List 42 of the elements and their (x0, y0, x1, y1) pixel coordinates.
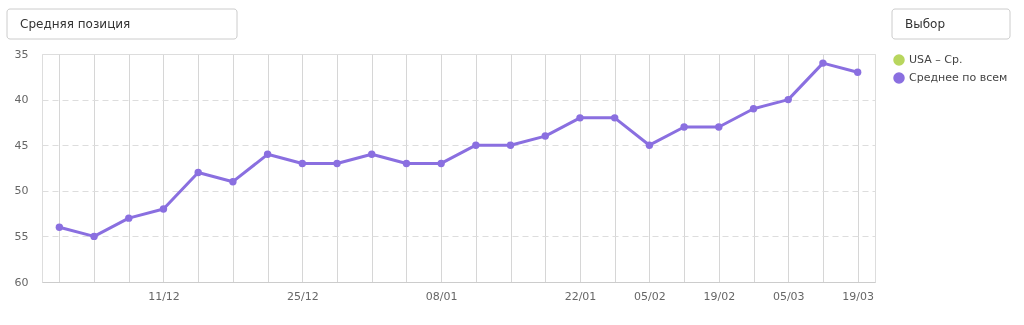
x-tick-label: 05/02 (634, 289, 666, 303)
point (159, 205, 168, 213)
text: Средняя позиция (20, 17, 131, 31)
point (576, 114, 584, 122)
legend-label: Среднее по всем (909, 71, 1008, 84)
x-tick-label: 25/12 (286, 289, 319, 303)
point (784, 95, 792, 104)
point (437, 159, 445, 168)
text: Выбор (905, 17, 946, 31)
point (749, 105, 758, 113)
point (506, 141, 515, 149)
point (55, 223, 64, 231)
point (645, 141, 654, 149)
point (610, 114, 619, 122)
x-tick-label: 11/12 (148, 289, 180, 303)
point (472, 141, 480, 149)
point (194, 168, 202, 177)
legend-label: USA – Ср. (909, 53, 963, 66)
point (90, 232, 98, 241)
x-tick-label: 08/01 (425, 289, 458, 303)
point (853, 68, 862, 76)
point (298, 159, 307, 168)
y-tick-label: 55 (14, 229, 29, 243)
point (541, 132, 549, 140)
point (402, 159, 411, 168)
point (819, 59, 827, 67)
x-tick-label: 22/01 (564, 289, 597, 303)
point (263, 150, 272, 159)
y-tick-label: 35 (14, 47, 29, 61)
y-tick-label: 60 (14, 275, 29, 289)
y-tick-label: 45 (14, 138, 29, 152)
point (368, 150, 376, 159)
x-tick-label: 19/02 (703, 289, 736, 303)
y-tick-label: 50 (14, 184, 29, 198)
y-tick-label: 40 (14, 93, 29, 107)
point (125, 214, 133, 222)
x-tick-label: 19/03 (842, 289, 874, 303)
point (229, 177, 237, 186)
point (333, 159, 341, 168)
point (715, 123, 723, 131)
point (680, 123, 688, 131)
x-tick-label: 05/03 (772, 289, 805, 303)
